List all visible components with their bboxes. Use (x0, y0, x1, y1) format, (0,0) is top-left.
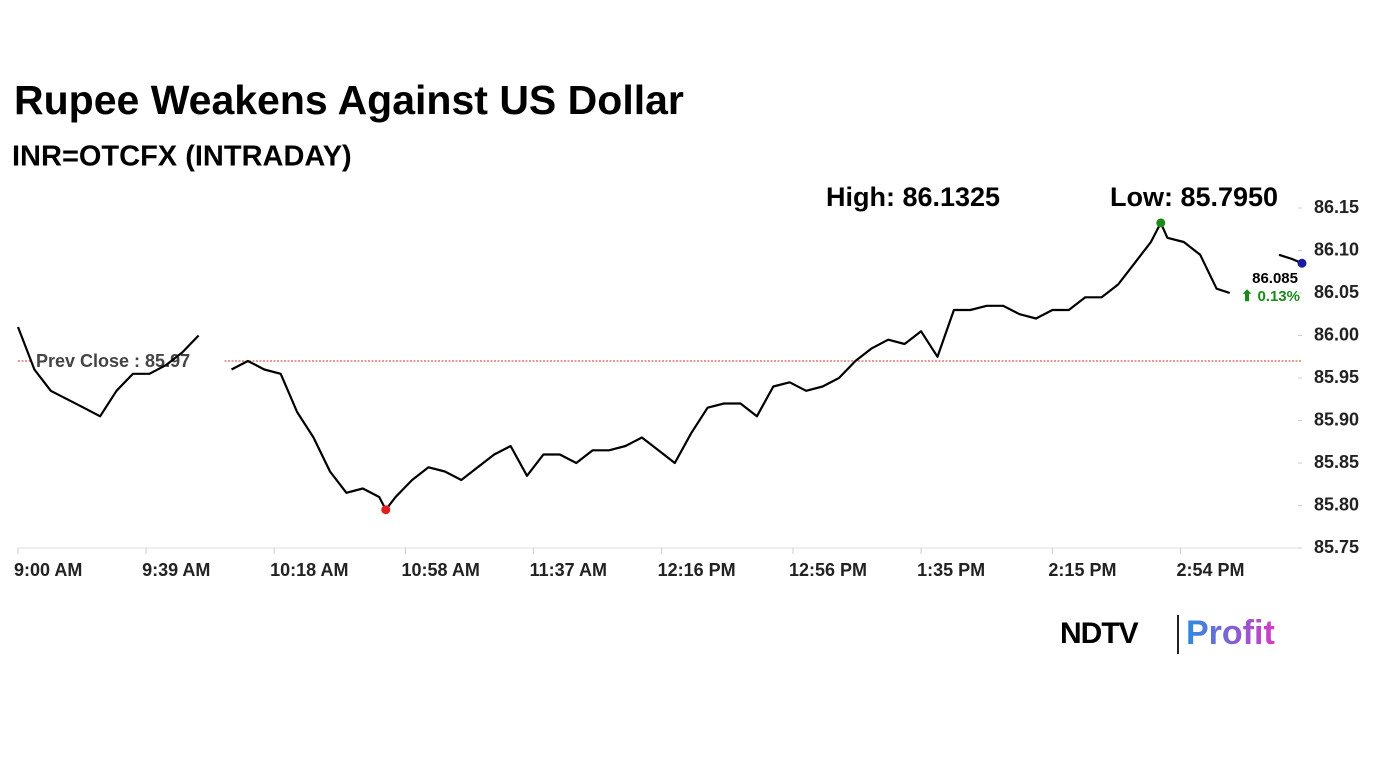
x-tick-label: 12:56 PM (789, 560, 867, 580)
y-tick-label: 86.15 (1314, 197, 1359, 217)
low-dot (381, 505, 391, 515)
x-tick-label: 9:39 AM (142, 560, 210, 580)
y-tick-label: 85.95 (1314, 367, 1359, 387)
prev-close-label-bg (30, 349, 224, 373)
y-tick-label: 86.00 (1314, 324, 1359, 344)
x-tick-label: 9:00 AM (14, 560, 82, 580)
x-tick-label: 1:35 PM (917, 560, 985, 580)
high-dot (1156, 218, 1166, 228)
logo: NDTV Profit (1060, 614, 1275, 654)
logo-ndtv: NDTV (1060, 617, 1139, 650)
x-tick-label: 2:54 PM (1176, 560, 1244, 580)
x-tick-label: 2:15 PM (1048, 560, 1116, 580)
x-tick-label: 10:58 AM (401, 560, 479, 580)
chart-title: Rupee Weakens Against US Dollar (14, 77, 684, 123)
y-tick-label: 85.85 (1314, 452, 1359, 472)
low-annotation: Low: 85.7950 (1110, 182, 1278, 212)
x-tick-label: 10:18 AM (270, 560, 348, 580)
chart-subtitle: INR=OTCFX (INTRADAY) (12, 141, 352, 173)
high-annotation: High: 86.1325 (826, 182, 1000, 212)
x-tick-label: 12:16 PM (658, 560, 736, 580)
prev-close-label: Prev Close : 85.97 (36, 351, 190, 371)
y-tick-label: 86.10 (1314, 239, 1359, 259)
y-tick-label: 85.80 (1314, 494, 1359, 514)
y-tick-label: 86.05 (1314, 282, 1359, 302)
logo-profit: Profit (1186, 614, 1275, 652)
y-tick-label: 85.90 (1314, 409, 1359, 429)
last-dot (1297, 258, 1307, 268)
last-value-label: 86.085 (1252, 270, 1298, 287)
change-label: ⬆ 0.13% (1241, 288, 1300, 305)
y-tick-label: 85.75 (1314, 537, 1359, 557)
x-tick-label: 11:37 AM (530, 560, 607, 580)
